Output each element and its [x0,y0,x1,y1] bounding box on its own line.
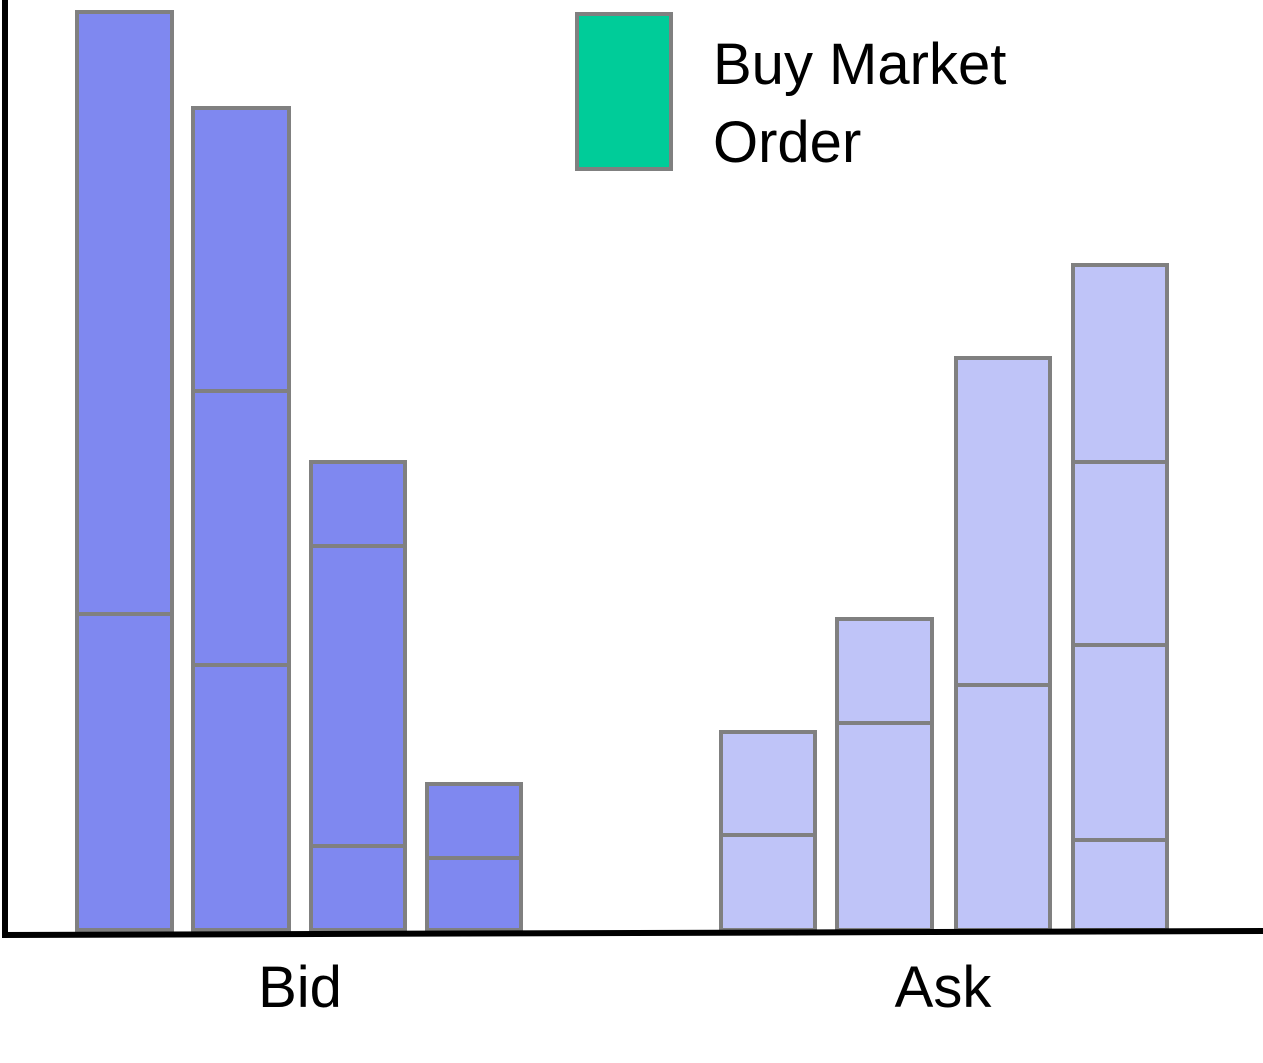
legend-label: Buy Market [713,32,1006,97]
ask-bar [719,730,817,932]
ask-bar [954,356,1052,932]
ask-bar [1071,263,1169,932]
bid-bars [75,10,523,932]
bid-bar [191,106,291,932]
ask-bar [835,617,934,932]
axis-label: Bid [258,955,342,1020]
bid-bar [75,10,174,932]
bid-bar [309,460,407,932]
axis-label: Ask [895,955,993,1020]
legend-swatch [575,12,673,171]
x-axis [1,928,1263,938]
legend-label: Order [713,110,861,175]
ask-bars [719,263,1169,932]
